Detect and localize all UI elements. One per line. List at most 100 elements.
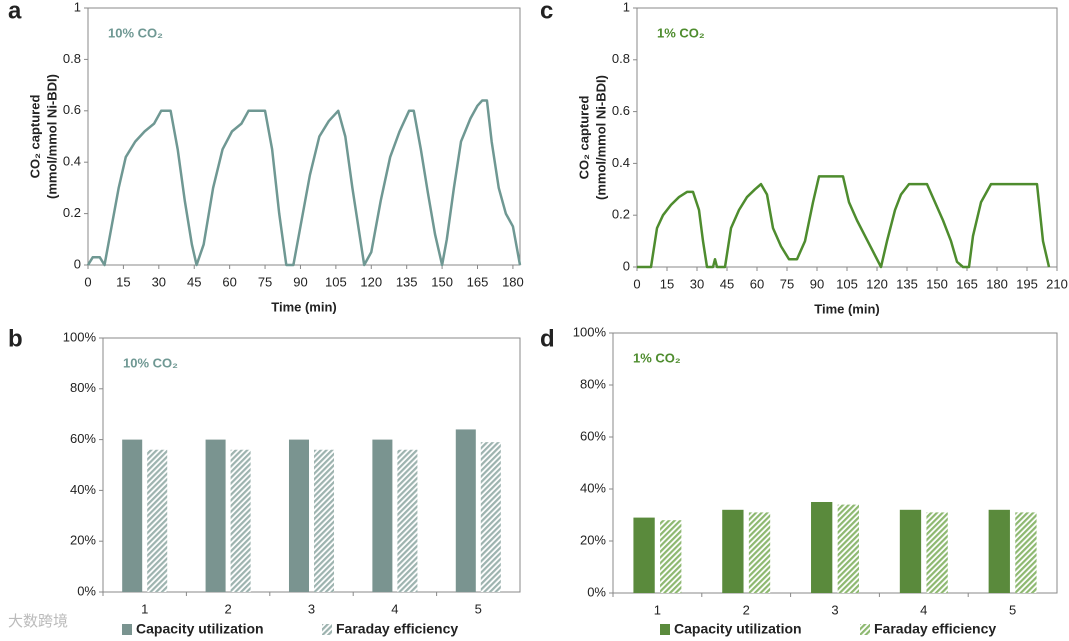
legend-swatch	[322, 624, 332, 635]
x-tick-label: 45	[720, 276, 734, 291]
legend-swatch	[660, 624, 670, 635]
y-tick-label: 60%	[70, 431, 96, 446]
y-tick-label: 100%	[63, 329, 97, 344]
x-tick-label: 5	[1009, 602, 1016, 617]
panel-letter: c	[540, 0, 553, 24]
bar	[748, 512, 771, 593]
bar	[480, 442, 501, 592]
y-tick-label: 0.4	[612, 155, 630, 170]
data-line	[637, 175, 1051, 269]
bar	[660, 520, 682, 593]
x-tick-label: 15	[660, 276, 674, 291]
y-axis-label: (mmol/mmol Ni-BDI)	[593, 75, 608, 200]
bar	[926, 512, 948, 593]
y-tick-label: 0%	[77, 583, 96, 598]
y-tick-label: 0	[623, 258, 630, 273]
y-tick-label: 0	[74, 256, 81, 271]
bar	[455, 429, 476, 592]
y-tick-label: 0.6	[612, 103, 630, 118]
x-tick-label: 105	[836, 276, 858, 291]
bar	[288, 439, 309, 592]
y-tick-label: 0.8	[612, 51, 630, 66]
x-tick-label: 90	[293, 274, 307, 289]
panel-letter: a	[8, 0, 22, 24]
x-tick-label: 0	[84, 274, 91, 289]
x-tick-label: 15	[116, 274, 130, 289]
y-tick-label: 1	[74, 0, 81, 14]
x-axis-label: Time (min)	[814, 301, 880, 316]
x-tick-label: 165	[956, 276, 978, 291]
x-tick-label: 5	[475, 601, 482, 616]
panel-title: 10% CO₂	[123, 355, 178, 370]
x-tick-label: 60	[750, 276, 764, 291]
plot-frame	[102, 337, 521, 593]
x-tick-label: 195	[1016, 276, 1038, 291]
y-tick-label: 0.2	[612, 207, 630, 222]
legend-label: Faraday efficiency	[336, 621, 458, 637]
bar	[147, 449, 168, 592]
x-tick-label: 60	[222, 274, 236, 289]
bar	[1015, 512, 1037, 593]
x-tick-label: 120	[360, 274, 382, 289]
legend-label: Capacity utilization	[136, 621, 264, 637]
y-tick-label: 0.6	[63, 102, 81, 117]
panel-letter: d	[540, 325, 555, 352]
y-axis-label: CO₂ captured	[27, 95, 42, 179]
bar	[988, 509, 1010, 593]
legend-label: Capacity utilization	[674, 621, 802, 637]
legend-swatch	[122, 624, 132, 635]
bar	[372, 439, 393, 592]
bar	[397, 449, 418, 592]
x-tick-label: 90	[810, 276, 824, 291]
panel-title: 1% CO₂	[657, 25, 705, 40]
x-axis-label: Time (min)	[271, 299, 337, 314]
x-tick-label: 180	[502, 274, 524, 289]
y-tick-label: 60%	[580, 428, 606, 443]
panel-letter: b	[8, 325, 23, 352]
x-tick-label: 2	[743, 602, 750, 617]
legend-swatch	[860, 624, 870, 635]
panel: a 0 0.2 0.4 0.6 0.8 1 10% CO₂ 0 15 30 45 60 75 90 105 12…	[8, 0, 524, 314]
x-tick-label: 120	[866, 276, 888, 291]
x-tick-label: 75	[258, 274, 272, 289]
panel: d 0% 20% 40% 60% 80% 100% 1% CO₂ 1 2 3 4 5 Capacity u…	[540, 324, 1058, 637]
bar	[205, 439, 226, 592]
y-axis-label: CO₂ captured	[576, 96, 591, 180]
y-tick-label: 0%	[587, 584, 606, 599]
bar	[899, 509, 922, 593]
x-tick-label: 165	[467, 274, 489, 289]
bar	[811, 502, 833, 593]
watermark: 大数跨境	[8, 612, 68, 630]
y-tick-label: 80%	[580, 376, 606, 391]
y-tick-label: 1	[623, 0, 630, 14]
data-line	[86, 99, 522, 267]
panel-title: 10% CO₂	[108, 25, 163, 40]
x-tick-label: 0	[633, 276, 640, 291]
bar	[314, 449, 335, 592]
x-tick-label: 4	[920, 602, 927, 617]
panel-title: 1% CO₂	[633, 350, 681, 365]
plot-frame	[87, 7, 521, 266]
x-tick-label: 135	[896, 276, 918, 291]
x-tick-label: 1	[141, 601, 148, 616]
x-tick-label: 30	[690, 276, 704, 291]
x-tick-label: 135	[396, 274, 418, 289]
x-tick-label: 180	[986, 276, 1008, 291]
y-tick-label: 0.2	[63, 205, 81, 220]
x-tick-label: 3	[831, 602, 838, 617]
bar	[633, 517, 655, 593]
x-tick-label: 3	[308, 601, 315, 616]
y-tick-label: 0.4	[63, 154, 81, 169]
x-tick-label: 150	[926, 276, 948, 291]
y-tick-label: 40%	[70, 482, 96, 497]
x-tick-label: 2	[224, 601, 231, 616]
y-tick-label: 80%	[70, 380, 96, 395]
panel: b 0% 20% 40% 60% 80% 100% 10% CO₂ 1 2 3 4 5 Capacity …	[8, 325, 521, 637]
y-tick-label: 100%	[573, 324, 607, 339]
y-tick-label: 20%	[70, 533, 96, 548]
x-tick-label: 75	[780, 276, 794, 291]
bar	[122, 439, 143, 592]
plot-frame	[612, 332, 1058, 594]
x-tick-label: 30	[152, 274, 166, 289]
